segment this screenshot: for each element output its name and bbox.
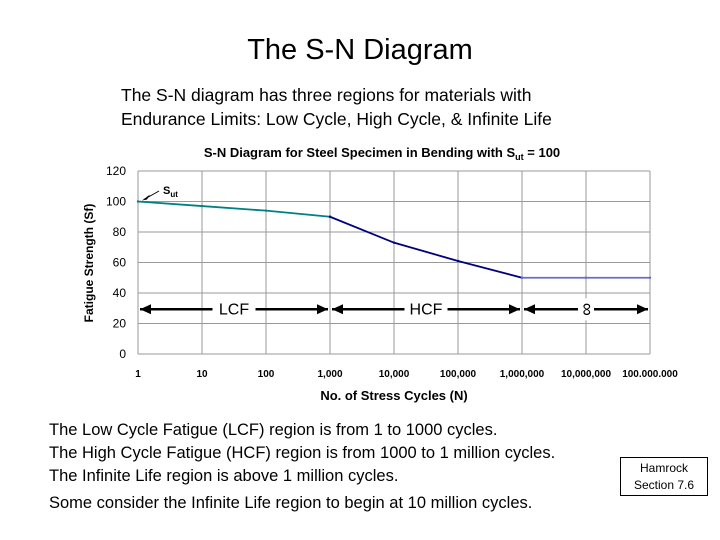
data-point xyxy=(136,200,140,203)
sut-pointer-head xyxy=(142,194,150,201)
y-axis-label: Fatigue Strength (Sf) xyxy=(82,204,96,323)
series-line-hcf xyxy=(329,215,523,279)
region-label-hcf: HCF xyxy=(410,301,443,318)
x-tick-labels: 1 10 100 1,000 10,000 100,000 1,000,000 10,000,… xyxy=(135,369,678,380)
chart-series xyxy=(136,200,652,279)
x-tick-label: 100.000.000 xyxy=(622,369,678,380)
region-label-bg xyxy=(578,298,594,321)
slide-title: The S-N Diagram xyxy=(247,34,473,66)
data-point xyxy=(264,209,268,212)
region-arrowhead-right xyxy=(317,304,328,315)
x-tick-label: 10,000,000 xyxy=(561,369,611,380)
data-point xyxy=(648,276,652,279)
x-tick-label: 10 xyxy=(196,369,208,380)
y-tick-label: 20 xyxy=(113,317,127,331)
y-tick-label: 40 xyxy=(113,286,127,300)
y-tick-labels: 0 20 40 60 80 100 120 xyxy=(106,164,126,361)
y-tick-label: 60 xyxy=(113,256,127,270)
body-line-1: The Low Cycle Fatigue (LCF) region is fr… xyxy=(49,421,498,439)
x-tick-label: 100,000 xyxy=(440,369,477,380)
data-point xyxy=(392,241,396,244)
chart-title-tail: = 100 xyxy=(524,145,561,160)
data-point xyxy=(456,259,460,263)
chart-grid xyxy=(137,170,651,355)
intro-text: The S-N diagram has three regions for ma… xyxy=(121,83,552,131)
x-tick-label: 10,000 xyxy=(379,369,410,380)
body-text: The Low Cycle Fatigue (LCF) region is fr… xyxy=(49,419,555,488)
data-point xyxy=(520,276,524,279)
x-axis-label: No. of Stress Cycles (N) xyxy=(320,388,467,403)
y-tick-label: 120 xyxy=(106,164,126,178)
region-label-infinite: ∞ xyxy=(576,303,596,316)
reference-line-1: Hamrock xyxy=(639,461,688,475)
data-point xyxy=(200,204,204,208)
data-point xyxy=(328,215,332,218)
data-point xyxy=(584,276,588,279)
region-arrowhead-left xyxy=(524,304,535,315)
series-line-lcf xyxy=(137,200,331,218)
region-arrowhead-right xyxy=(509,304,520,315)
x-tick-label: 1,000,000 xyxy=(500,369,545,380)
region-arrowhead-right xyxy=(637,304,648,315)
region-label-bg xyxy=(212,298,256,321)
x-tick-label: 1,000 xyxy=(317,369,342,380)
intro-line-2: Endurance Limits: Low Cycle, High Cycle,… xyxy=(121,109,552,129)
chart-annotations: Sut LCF HCF ∞ xyxy=(140,185,648,321)
region-label-lcf: LCF xyxy=(219,301,249,318)
body-line-2: The High Cycle Fatigue (HCF) region is f… xyxy=(49,444,556,462)
region-arrowhead-left xyxy=(332,304,343,315)
note-text: Some consider the Infinite Life region t… xyxy=(49,494,533,512)
y-tick-label: 0 xyxy=(119,347,126,361)
y-tick-label: 100 xyxy=(106,195,126,209)
region-arrowhead-left xyxy=(140,304,151,315)
reference-line-2: Section 7.6 xyxy=(633,478,695,492)
x-tick-label: 1 xyxy=(135,369,141,380)
chart-title: S-N Diagram for Steel Specimen in Bendin… xyxy=(204,145,560,162)
body-line-3: The Infinite Life region is above 1 mill… xyxy=(49,467,399,485)
sut-label: Sut xyxy=(163,185,178,199)
intro-line-1: The S-N diagram has three regions for ma… xyxy=(121,85,532,105)
chart-title-sub: ut xyxy=(515,152,524,162)
reference-box: Hamrock Section 7.6 xyxy=(620,457,708,496)
region-label-bg xyxy=(404,298,448,321)
chart-title-main: S-N Diagram for Steel Specimen in Bendin… xyxy=(204,145,516,160)
x-tick-label: 100 xyxy=(258,369,275,380)
y-tick-label: 80 xyxy=(113,225,127,239)
